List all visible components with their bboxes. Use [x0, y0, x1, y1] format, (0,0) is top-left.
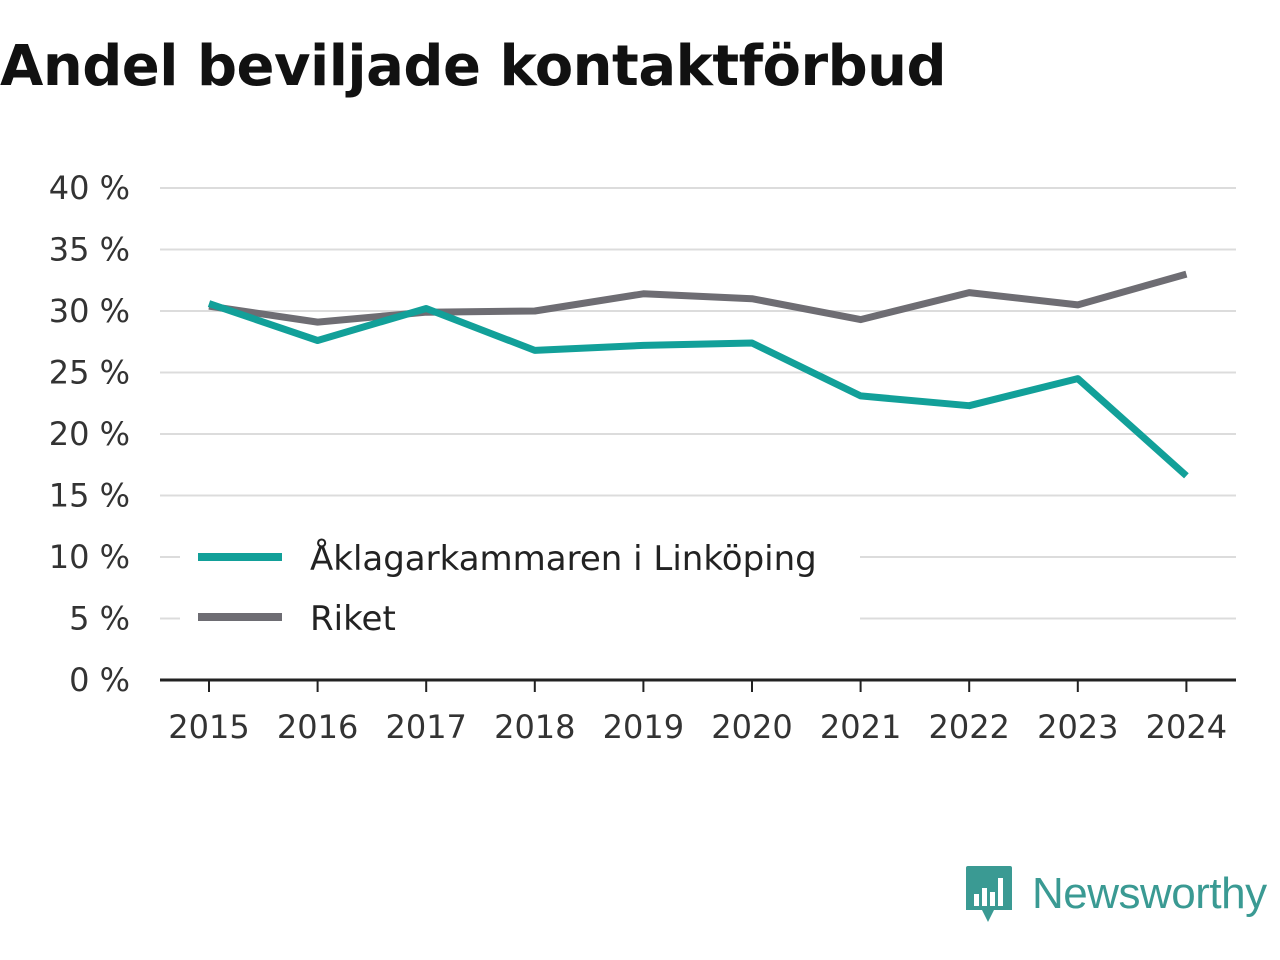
data-series: [207, 270, 1189, 479]
x-tick-label: 2020: [711, 708, 792, 746]
legend: Åklagarkammaren i Linköping Riket: [180, 524, 860, 650]
x-tick-label: 2015: [168, 708, 249, 746]
newsworthy-logo-icon: [966, 866, 1012, 922]
y-tick-label: 20 %: [49, 415, 130, 453]
x-tick-label: 2021: [820, 708, 901, 746]
x-axis: 2015 2016 2017 2018 2019 2020 2021 2022 2023 2024: [160, 678, 1236, 746]
y-tick-label: 30 %: [49, 292, 130, 330]
series-line-1: [208, 270, 1188, 326]
x-tick-label: 2024: [1146, 708, 1227, 746]
x-tick-label: 2023: [1037, 708, 1118, 746]
chart-title: Andel beviljade kontaktförbud: [0, 34, 947, 99]
y-tick-label: 25 %: [49, 354, 130, 392]
x-tick-label: 2016: [277, 708, 358, 746]
series-line-0: [207, 300, 1189, 479]
y-tick-label: 40 %: [49, 169, 130, 207]
legend-label: Åklagarkammaren i Linköping: [310, 538, 817, 579]
y-tick-label: 15 %: [49, 477, 130, 515]
y-axis-ticks: 0 % 5 % 10 % 15 % 20 % 25 % 30 % 35 % 40 %: [49, 169, 130, 699]
y-tick-label: 35 %: [49, 231, 130, 269]
brand-logo: Newsworthy: [964, 864, 1267, 924]
legend-background: [180, 524, 860, 650]
legend-label: Riket: [310, 599, 396, 639]
x-tick-label: 2019: [603, 708, 684, 746]
x-tick-label: 2017: [385, 708, 466, 746]
y-tick-label: 5 %: [69, 600, 130, 638]
brand-name: Newsworthy: [1032, 869, 1267, 918]
x-tick-label: 2018: [494, 708, 575, 746]
x-tick-label: 2022: [928, 708, 1009, 746]
y-tick-label: 10 %: [49, 538, 130, 576]
y-tick-label: 0 %: [69, 661, 130, 699]
